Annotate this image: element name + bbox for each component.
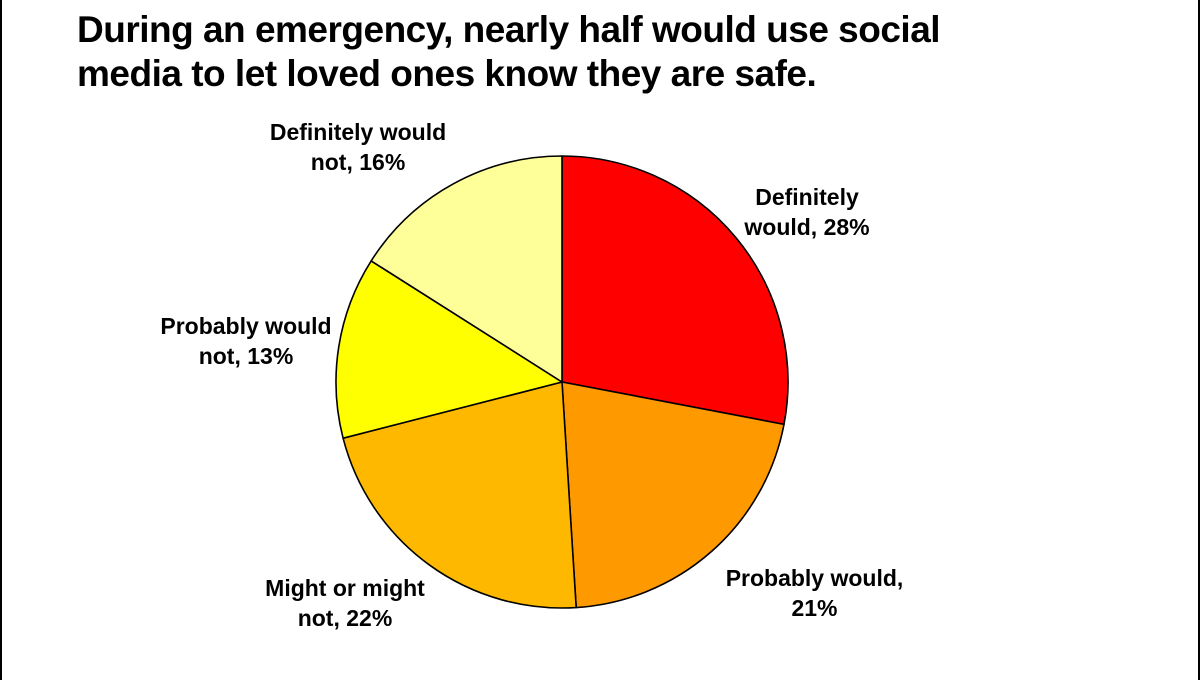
slice-label-line: not, 16%: [310, 149, 406, 175]
pie-slice-definitely-would-not: [370, 155, 563, 383]
chart-title: During an emergency, nearly half would u…: [77, 8, 1137, 95]
slice-label-line: Definitely: [755, 184, 859, 210]
slice-label-line: Probably would: [160, 313, 332, 339]
slice-label-definitely-would-not: Definitely would not, 16%: [242, 117, 474, 177]
chart-title-line-1: During an emergency, nearly half would u…: [77, 9, 941, 50]
slice-label-might-or-might-not: Might or might not, 22%: [230, 573, 460, 633]
chart-title-line-2: media to let loved ones know they are sa…: [77, 52, 817, 94]
slice-label-definitely-would: Definitely would, 28%: [692, 182, 922, 242]
pie-slice-might-or-might-not: [342, 381, 577, 609]
slice-label-line: would, 28%: [744, 214, 870, 240]
slice-label-probably-would-not: Probably would not, 13%: [132, 311, 360, 371]
slice-label-probably-would: Probably would, 21%: [697, 563, 932, 623]
pie-slice-probably-would: [561, 381, 785, 609]
pie-slice-definitely-would: [561, 155, 789, 426]
slice-label-line: Definitely would: [269, 119, 447, 145]
slice-label-line: not, 13%: [198, 343, 294, 369]
pie-slice-probably-would-not: [335, 260, 563, 439]
slice-label-line: Probably would,: [725, 565, 904, 591]
slice-label-line: not, 22%: [297, 605, 393, 631]
slice-label-line: 21%: [791, 595, 838, 621]
slice-label-line: Might or might: [265, 575, 425, 601]
